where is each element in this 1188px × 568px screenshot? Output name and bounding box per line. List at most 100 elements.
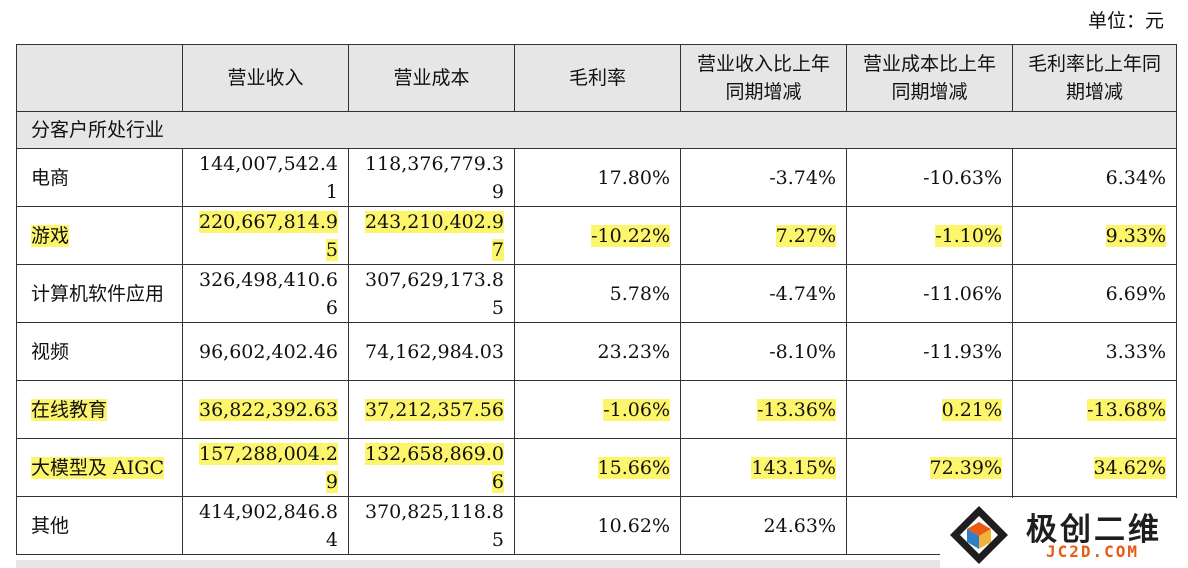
cell-margin: 23.23% [514, 322, 681, 381]
cell-rev-change: 143.15% [680, 438, 847, 497]
row-label: 在线教育 [31, 398, 108, 421]
value-rev-change: 143.15% [751, 456, 836, 479]
value-revenue: 157,288,004.29 [198, 442, 338, 493]
cell-cost-change: -11.93% [846, 322, 1013, 381]
cell-cost: 307,629,173.85 [348, 264, 515, 323]
cell-rev-change: 24.63% [680, 496, 847, 555]
row-label: 电商 [31, 166, 70, 189]
value-margin: 15.66% [597, 456, 670, 479]
value-cost: 370,825,118.85 [364, 500, 504, 551]
value-rev-change: -8.10% [769, 340, 836, 363]
value-cost-change: -11.93% [923, 340, 1002, 363]
row-label: 游戏 [31, 224, 70, 247]
row-label-cell: 视频 [16, 322, 183, 381]
cell-margin: -10.22% [514, 206, 681, 265]
header-cell-cost: 营业成本 [348, 44, 515, 112]
row-label: 其他 [31, 514, 70, 537]
table-row: 电商 144,007,542.41 118,376,779.39 17.80% -3.7… [16, 148, 1177, 207]
cell-revenue: 96,602,402.46 [182, 322, 349, 381]
header-cell-cost-change: 营业成本比上年同期增减 [846, 44, 1013, 112]
cell-revenue: 220,667,814.95 [182, 206, 349, 265]
value-margin: -1.06% [603, 398, 670, 421]
cell-margin-change: 34.62% [1012, 438, 1177, 497]
value-revenue: 96,602,402.46 [198, 340, 338, 363]
value-cost: 132,658,869.06 [364, 442, 504, 493]
industry-table: 营业收入 营业成本 毛利率 营业收入比上年同期增减 营业成本比上年同期增减 毛利… [16, 44, 1177, 555]
header-cell-name [16, 44, 183, 112]
value-margin-change: 9.33% [1105, 224, 1166, 247]
value-margin-change: 34.62% [1093, 456, 1166, 479]
section-title: 分客户所处行业 [16, 111, 1177, 149]
cube-logo-icon [950, 506, 1008, 564]
value-cost-change: -11.06% [923, 282, 1002, 305]
value-cost-change: -10.63% [923, 166, 1002, 189]
value-rev-change: 24.63% [763, 514, 836, 537]
value-rev-change: 7.27% [775, 224, 836, 247]
row-label: 视频 [31, 340, 70, 363]
cell-margin: 15.66% [514, 438, 681, 497]
row-label: 大模型及 AIGC [31, 456, 164, 479]
cell-rev-change: -3.74% [680, 148, 847, 207]
row-label-cell: 游戏 [16, 206, 183, 265]
value-revenue: 326,498,410.66 [198, 268, 338, 319]
cell-revenue: 157,288,004.29 [182, 438, 349, 497]
value-cost: 118,376,779.39 [364, 152, 504, 203]
value-revenue: 144,007,542.41 [198, 152, 338, 203]
cell-revenue: 326,498,410.66 [182, 264, 349, 323]
table-row: 计算机软件应用 326,498,410.66 307,629,173.85 5.78%… [16, 264, 1177, 323]
header-cell-margin: 毛利率 [514, 44, 681, 112]
cell-margin: 17.80% [514, 148, 681, 207]
cell-margin: -1.06% [514, 380, 681, 439]
cell-margin: 10.62% [514, 496, 681, 555]
value-rev-change: -13.36% [757, 398, 836, 421]
value-revenue: 220,667,814.95 [198, 210, 338, 261]
value-rev-change: -4.74% [769, 282, 836, 305]
value-margin: -10.22% [591, 224, 670, 247]
cell-cost: 370,825,118.85 [348, 496, 515, 555]
cell-revenue: 36,822,392.63 [182, 380, 349, 439]
table-row: 大模型及 AIGC 157,288,004.29 132,658,869.06 15.… [16, 438, 1177, 497]
watermark: 极创二维 JC2D.COM [940, 498, 1188, 568]
cell-revenue: 414,902,846.84 [182, 496, 349, 555]
cell-cost: 37,212,357.56 [348, 380, 515, 439]
cell-cost-change: 72.39% [846, 438, 1013, 497]
row-label-cell: 电商 [16, 148, 183, 207]
value-margin-change: 6.69% [1105, 282, 1166, 305]
section-row: 分客户所处行业 [16, 111, 1177, 149]
header-cell-rev-change: 营业收入比上年同期增减 [680, 44, 847, 112]
row-label-cell: 大模型及 AIGC [16, 438, 183, 497]
cell-revenue: 144,007,542.41 [182, 148, 349, 207]
cell-cost-change: -1.10% [846, 206, 1013, 265]
cell-rev-change: 7.27% [680, 206, 847, 265]
value-margin-change: -13.68% [1087, 398, 1166, 421]
cell-cost: 74,162,984.03 [348, 322, 515, 381]
row-label-cell: 在线教育 [16, 380, 183, 439]
value-revenue: 36,822,392.63 [198, 398, 338, 421]
header-row: 营业收入 营业成本 毛利率 营业收入比上年同期增减 营业成本比上年同期增减 毛利… [16, 44, 1177, 112]
cell-margin: 5.78% [514, 264, 681, 323]
value-cost-change: 72.39% [929, 456, 1002, 479]
value-rev-change: -3.74% [769, 166, 836, 189]
table-row: 在线教育 36,822,392.63 37,212,357.56 -1.06% -13.… [16, 380, 1177, 439]
table-bottom-band [16, 560, 940, 568]
watermark-url: JC2D.COM [1046, 542, 1140, 561]
cell-margin-change: 6.69% [1012, 264, 1177, 323]
cell-cost-change: -10.63% [846, 148, 1013, 207]
value-cost: 243,210,402.97 [364, 210, 504, 261]
row-label-cell: 计算机软件应用 [16, 264, 183, 323]
value-cost: 37,212,357.56 [364, 398, 504, 421]
value-margin: 5.78% [609, 282, 670, 305]
value-cost: 74,162,984.03 [364, 340, 504, 363]
header-cell-margin-change: 毛利率比上年同期增减 [1012, 44, 1177, 112]
value-cost-change: -1.10% [935, 224, 1002, 247]
value-margin-change: 6.34% [1105, 166, 1166, 189]
cell-margin-change: 6.34% [1012, 148, 1177, 207]
cell-cost: 132,658,869.06 [348, 438, 515, 497]
table-row: 游戏 220,667,814.95 243,210,402.97 -10.22% 7.2… [16, 206, 1177, 265]
header-cell-revenue: 营业收入 [182, 44, 349, 112]
cell-rev-change: -8.10% [680, 322, 847, 381]
row-label-cell: 其他 [16, 496, 183, 555]
value-margin: 10.62% [597, 514, 670, 537]
row-label: 计算机软件应用 [31, 282, 165, 305]
cell-cost: 118,376,779.39 [348, 148, 515, 207]
